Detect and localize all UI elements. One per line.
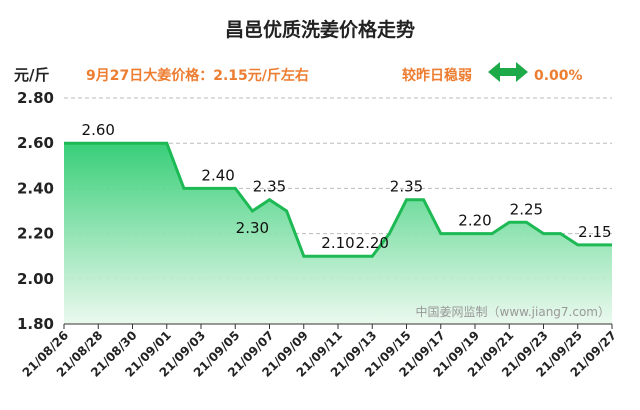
double-arrow-icon xyxy=(488,62,528,82)
y-axis-ticks: 1.80 2.00 2.20 2.40 2.60 2.80 xyxy=(17,89,54,333)
watermark: 中国姜网监制（www.jiang7.com） xyxy=(416,304,610,319)
price-note: 9月27日大姜价格：2.15元/斤左右 xyxy=(86,67,309,84)
data-label: 2.40 xyxy=(201,166,234,184)
data-labels: 2.602.402.302.352.10 2.202.352.202.252.15 xyxy=(82,121,612,252)
y-tick-label: 2.00 xyxy=(17,270,54,288)
data-label: 2.20 xyxy=(356,234,389,252)
unit-label: 元/斤 xyxy=(14,66,49,84)
data-label: 2.20 xyxy=(458,212,491,230)
data-label: 2.35 xyxy=(253,178,286,196)
change-value: 0.00% xyxy=(534,68,583,84)
y-tick-label: 2.20 xyxy=(17,225,54,243)
data-label: 2.10 xyxy=(321,234,354,252)
y-tick-label: 2.80 xyxy=(17,89,54,107)
price-line xyxy=(64,141,612,258)
data-label: 2.60 xyxy=(82,121,115,139)
compare-label: 较昨日稳弱 xyxy=(402,67,472,84)
chart-title: 昌邑优质洗姜价格走势 xyxy=(225,18,415,41)
data-label: 2.35 xyxy=(390,178,423,196)
y-tick-label: 1.80 xyxy=(17,315,54,333)
data-label: 2.15 xyxy=(578,223,611,241)
x-axis-ticks: 21/08/2621/08/2821/08/3021/09/0121/09/03… xyxy=(20,324,619,380)
y-tick-label: 2.60 xyxy=(17,134,54,152)
data-label: 2.25 xyxy=(510,200,543,218)
y-tick-label: 2.40 xyxy=(17,179,54,197)
data-label: 2.30 xyxy=(236,219,269,237)
